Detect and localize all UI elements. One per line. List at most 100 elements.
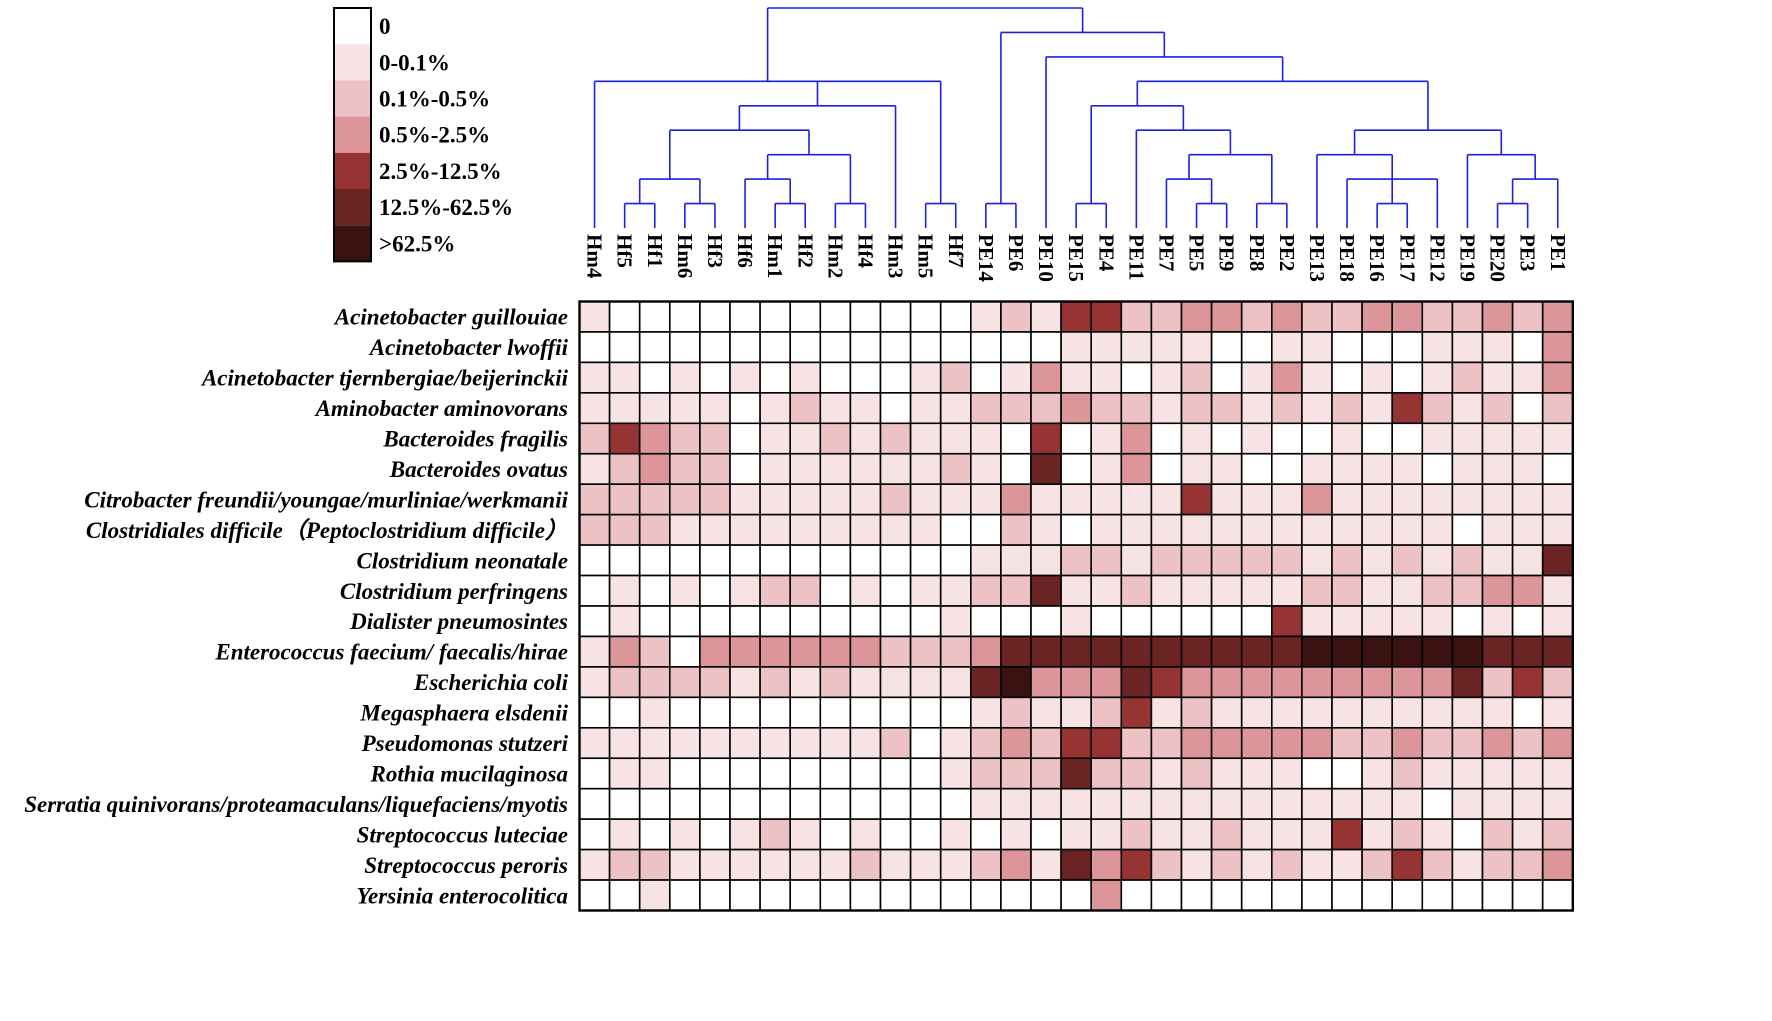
heatmap-cell-clostridium-neonatale-pe15 bbox=[1060, 544, 1092, 577]
heatmap-cell-dialister-pneumosintes-hf6 bbox=[729, 605, 761, 638]
heatmap-cell-citrobacter-freundii-youngae-murliniae-werkmanii-pe18 bbox=[1331, 483, 1363, 516]
heatmap-cell-megasphaera-elsdenii-pe4 bbox=[1090, 696, 1123, 729]
heatmap-cell-yersinia-enterocolitica-pe1 bbox=[1541, 879, 1574, 912]
heatmap-cell-megasphaera-elsdenii-hm5 bbox=[909, 696, 942, 729]
heatmap-cell-acinetobacter-lwoffii-pe7 bbox=[1150, 331, 1183, 364]
heatmap-cell-bacteroides-fragilis-hf7 bbox=[939, 422, 972, 455]
heatmap-cell-streptococcus-luteciae-hf2 bbox=[789, 818, 822, 851]
heatmap-cell-bacteroides-ovatus-pe19 bbox=[1451, 452, 1484, 486]
heatmap-cell-serratia-quinivorans-proteamaculans-liquefaciens-myotis-pe2 bbox=[1271, 787, 1303, 820]
column-label-hf3: Hf3 bbox=[703, 234, 727, 268]
row-label-serratia-quinivorans-proteamaculans-liquefaciens-myotis: Serratia quinivorans/proteamaculans/liqu… bbox=[24, 792, 568, 817]
heatmap-cell-acinetobacter-guillouiae-pe9 bbox=[1210, 300, 1243, 333]
heatmap-cell-aminobacter-aminovorans-pe16 bbox=[1361, 392, 1393, 425]
column-label-pe20: PE20 bbox=[1486, 234, 1510, 282]
heatmap-cell-bacteroides-ovatus-hf1 bbox=[638, 452, 671, 486]
heatmap-cell-bacteroides-fragilis-pe16 bbox=[1361, 422, 1393, 455]
heatmap-cell-acinetobacter-lwoffii-pe9 bbox=[1210, 331, 1243, 364]
heatmap-cell-aminobacter-aminovorans-hf5 bbox=[608, 392, 641, 425]
column-label-hf1: Hf1 bbox=[643, 234, 667, 268]
heatmap-cell-acinetobacter-tjernbergiae-beijerinckii-hm2 bbox=[819, 361, 852, 394]
heatmap-cell-pseudomonas-stutzeri-pe14 bbox=[969, 726, 1002, 760]
heatmap-cell-streptococcus-peroris-pe11 bbox=[1120, 848, 1153, 881]
heatmap-cell-streptococcus-peroris-pe1 bbox=[1541, 848, 1574, 881]
heatmap-cell-acinetobacter-tjernbergiae-beijerinckii-pe14 bbox=[969, 361, 1002, 394]
heatmap-cell-bacteroides-ovatus-hf6 bbox=[729, 452, 761, 486]
heatmap-cell-pseudomonas-stutzeri-pe15 bbox=[1060, 726, 1092, 760]
heatmap-cell-escherichia-coli-pe14 bbox=[969, 666, 1002, 699]
heatmap-cell-streptococcus-peroris-hf7 bbox=[939, 848, 972, 881]
heatmap-cell-aminobacter-aminovorans-pe12 bbox=[1421, 392, 1454, 425]
heatmap-cell-clostridium-neonatale-pe13 bbox=[1301, 544, 1333, 577]
heatmap-cell-acinetobacter-tjernbergiae-beijerinckii-pe1 bbox=[1541, 361, 1574, 394]
heatmap-cell-clostridium-perfringens-pe2 bbox=[1271, 574, 1303, 607]
heatmap-cell-clostridium-perfringens-hf3 bbox=[699, 574, 731, 607]
heatmap-cell-bacteroides-fragilis-hf1 bbox=[638, 422, 671, 455]
heatmap-cell-clostridiales-difficile-peptoclostridium-difficile-pe6 bbox=[1000, 513, 1032, 546]
heatmap-cell-dialister-pneumosintes-hf1 bbox=[638, 605, 671, 638]
heatmap-cell-clostridiales-difficile-peptoclostridium-difficile-pe10 bbox=[1030, 513, 1062, 546]
heatmap-cell-serratia-quinivorans-proteamaculans-liquefaciens-myotis-pe5 bbox=[1180, 787, 1213, 820]
heatmap-cell-clostridium-perfringens-pe6 bbox=[1000, 574, 1032, 607]
heatmap-cell-megasphaera-elsdenii-pe1 bbox=[1541, 696, 1574, 729]
heatmap-cell-acinetobacter-lwoffii-pe4 bbox=[1090, 331, 1123, 364]
heatmap-cell-streptococcus-luteciae-hf4 bbox=[849, 818, 882, 851]
column-label-hf5: Hf5 bbox=[613, 234, 637, 268]
heatmap-cell-streptococcus-peroris-hm6 bbox=[668, 848, 701, 881]
heatmap-cell-clostridium-neonatale-hf5 bbox=[608, 544, 641, 577]
heatmap-cell-enterococcus-faecium-faecalis-hirae-pe13 bbox=[1301, 635, 1333, 668]
heatmap-cell-acinetobacter-lwoffii-pe19 bbox=[1451, 331, 1484, 364]
heatmap-cell-bacteroides-fragilis-pe7 bbox=[1150, 422, 1183, 455]
heatmap-cell-rothia-mucilaginosa-hf2 bbox=[789, 757, 822, 790]
heatmap-cell-aminobacter-aminovorans-hm2 bbox=[819, 392, 852, 425]
heatmap-cell-escherichia-coli-pe10 bbox=[1030, 666, 1062, 699]
heatmap-cell-acinetobacter-lwoffii-pe2 bbox=[1271, 331, 1303, 364]
heatmap-cell-aminobacter-aminovorans-hf6 bbox=[729, 392, 761, 425]
heatmap-cell-streptococcus-peroris-pe7 bbox=[1150, 848, 1183, 881]
column-label-hm2: Hm2 bbox=[823, 234, 847, 278]
heatmap-cell-rothia-mucilaginosa-pe6 bbox=[1000, 757, 1032, 790]
heatmap-cell-aminobacter-aminovorans-hm3 bbox=[879, 392, 912, 425]
heatmap-cell-citrobacter-freundii-youngae-murliniae-werkmanii-pe12 bbox=[1421, 483, 1454, 516]
heatmap-cell-streptococcus-peroris-hf2 bbox=[789, 848, 822, 881]
heatmap-cell-aminobacter-aminovorans-pe2 bbox=[1271, 392, 1303, 425]
row-label-bacteroides-fragilis: Bacteroides fragilis bbox=[382, 427, 568, 452]
heatmap-cell-clostridiales-difficile-peptoclostridium-difficile-pe7 bbox=[1150, 513, 1183, 546]
heatmap-cell-clostridium-neonatale-hm1 bbox=[759, 544, 791, 577]
heatmap-cell-clostridiales-difficile-peptoclostridium-difficile-hm4 bbox=[578, 513, 611, 546]
heatmap-cell-clostridiales-difficile-peptoclostridium-difficile-hf5 bbox=[608, 513, 641, 546]
heatmap-cell-bacteroides-ovatus-hf4 bbox=[849, 452, 882, 486]
heatmap-cell-enterococcus-faecium-faecalis-hirae-hf3 bbox=[699, 635, 731, 668]
heatmap-cell-citrobacter-freundii-youngae-murliniae-werkmanii-pe7 bbox=[1150, 483, 1183, 516]
heatmap-cell-megasphaera-elsdenii-pe8 bbox=[1240, 696, 1273, 729]
heatmap-cell-dialister-pneumosintes-pe11 bbox=[1120, 605, 1153, 638]
heatmap-cell-clostridium-perfringens-pe19 bbox=[1451, 574, 1484, 607]
row-label-streptococcus-luteciae: Streptococcus luteciae bbox=[357, 822, 568, 847]
row-label-clostridium-perfringens: Clostridium perfringens bbox=[340, 579, 568, 604]
heatmap-cell-pseudomonas-stutzeri-hf5 bbox=[608, 726, 641, 760]
heatmap-cell-bacteroides-ovatus-pe10 bbox=[1030, 452, 1062, 486]
heatmap-cell-serratia-quinivorans-proteamaculans-liquefaciens-myotis-pe6 bbox=[1000, 787, 1032, 820]
heatmap-cell-dialister-pneumosintes-hf5 bbox=[608, 605, 641, 638]
heatmap-cell-serratia-quinivorans-proteamaculans-liquefaciens-myotis-hf7 bbox=[939, 787, 972, 820]
heatmap-cell-streptococcus-luteciae-hf5 bbox=[608, 818, 641, 851]
heatmap-cell-enterococcus-faecium-faecalis-hirae-hf5 bbox=[608, 635, 641, 668]
heatmap-cell-yersinia-enterocolitica-hm2 bbox=[819, 879, 852, 912]
heatmap-cell-bacteroides-ovatus-pe14 bbox=[969, 452, 1002, 486]
heatmap-cell-pseudomonas-stutzeri-pe9 bbox=[1210, 726, 1243, 760]
heatmap-cell-streptococcus-peroris-hf1 bbox=[638, 848, 671, 881]
heatmap-cell-clostridiales-difficile-peptoclostridium-difficile-hf7 bbox=[939, 513, 972, 546]
heatmap-cell-clostridium-neonatale-hm6 bbox=[668, 544, 701, 577]
heatmap-cell-escherichia-coli-pe6 bbox=[1000, 666, 1032, 699]
heatmap-cell-enterococcus-faecium-faecalis-hirae-pe1 bbox=[1541, 635, 1574, 668]
column-label-hm6: Hm6 bbox=[673, 234, 697, 278]
heatmap-cell-bacteroides-fragilis-hm1 bbox=[759, 422, 791, 455]
heatmap-cell-clostridium-perfringens-pe8 bbox=[1240, 574, 1273, 607]
heatmap-cell-streptococcus-peroris-hm4 bbox=[578, 848, 611, 881]
heatmap-cell-acinetobacter-tjernbergiae-beijerinckii-pe18 bbox=[1331, 361, 1363, 394]
heatmap-cell-serratia-quinivorans-proteamaculans-liquefaciens-myotis-pe10 bbox=[1030, 787, 1062, 820]
row-label-escherichia-coli: Escherichia coli bbox=[413, 670, 569, 695]
heatmap-cell-streptococcus-luteciae-hm2 bbox=[819, 818, 852, 851]
heatmap-cell-clostridiales-difficile-peptoclostridium-difficile-hf6 bbox=[729, 513, 761, 546]
heatmap-cell-pseudomonas-stutzeri-pe12 bbox=[1421, 726, 1454, 760]
